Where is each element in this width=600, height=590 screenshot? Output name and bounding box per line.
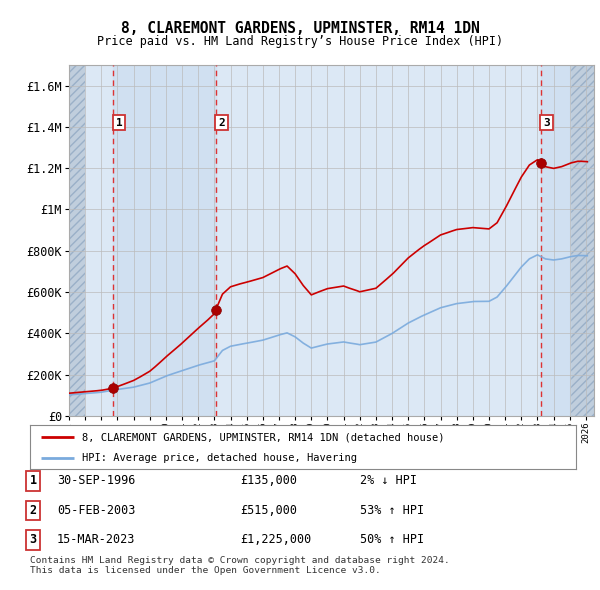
Text: 2: 2: [29, 504, 37, 517]
Text: 2: 2: [218, 118, 225, 127]
Bar: [216, 65, 541, 416]
Text: 2% ↓ HPI: 2% ↓ HPI: [360, 474, 417, 487]
Text: 53% ↑ HPI: 53% ↑ HPI: [360, 504, 424, 517]
Text: 30-SEP-1996: 30-SEP-1996: [57, 474, 136, 487]
Text: £515,000: £515,000: [240, 504, 297, 517]
Text: 8, CLAREMONT GARDENS, UPMINSTER, RM14 1DN (detached house): 8, CLAREMONT GARDENS, UPMINSTER, RM14 1D…: [82, 432, 445, 442]
Text: HPI: Average price, detached house, Havering: HPI: Average price, detached house, Have…: [82, 453, 357, 463]
Text: 50% ↑ HPI: 50% ↑ HPI: [360, 533, 424, 546]
Text: 15-MAR-2023: 15-MAR-2023: [57, 533, 136, 546]
Bar: [69, 65, 85, 416]
Text: 8, CLAREMONT GARDENS, UPMINSTER, RM14 1DN: 8, CLAREMONT GARDENS, UPMINSTER, RM14 1D…: [121, 21, 479, 35]
Text: £1,225,000: £1,225,000: [240, 533, 311, 546]
Text: £135,000: £135,000: [240, 474, 297, 487]
Text: 1: 1: [116, 118, 122, 127]
Text: 3: 3: [543, 118, 550, 127]
Text: Price paid vs. HM Land Registry’s House Price Index (HPI): Price paid vs. HM Land Registry’s House …: [97, 35, 503, 48]
Bar: [541, 65, 570, 416]
Bar: [570, 65, 594, 416]
Text: Contains HM Land Registry data © Crown copyright and database right 2024.
This d: Contains HM Land Registry data © Crown c…: [30, 556, 450, 575]
Text: 1: 1: [29, 474, 37, 487]
Bar: [113, 65, 216, 416]
Text: 05-FEB-2003: 05-FEB-2003: [57, 504, 136, 517]
Text: 3: 3: [29, 533, 37, 546]
